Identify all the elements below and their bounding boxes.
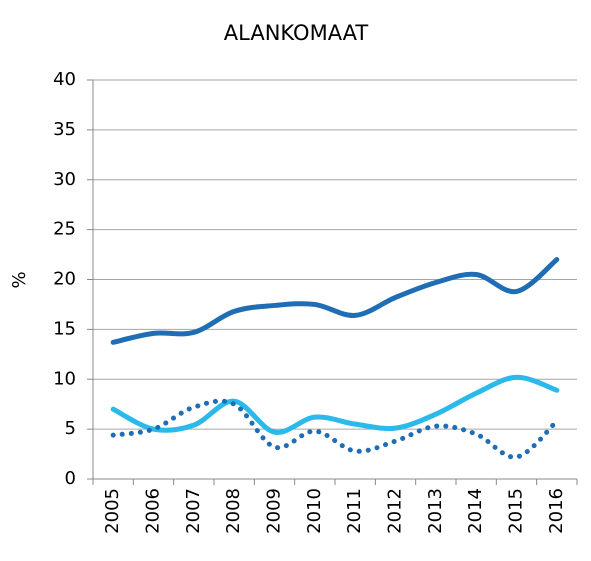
- y-tick-label: 30: [53, 169, 76, 190]
- x-tick-label: 2008: [223, 488, 244, 534]
- y-tick-label: 10: [53, 368, 76, 389]
- y-tick-label: 40: [53, 69, 76, 90]
- y-tick-label: 5: [65, 418, 76, 439]
- x-tick-label: 2013: [425, 488, 446, 534]
- x-tick-label: 2007: [183, 488, 204, 534]
- x-tick-label: 2005: [102, 488, 123, 534]
- y-tick-label: 35: [53, 119, 76, 140]
- series-line: [110, 374, 560, 435]
- x-tick-label: 2014: [465, 488, 486, 534]
- chart-title: ALANKOMAAT: [224, 21, 369, 45]
- series-line: [110, 398, 560, 460]
- y-tick-label: 25: [53, 219, 76, 240]
- x-tick-label: 2016: [546, 488, 567, 534]
- y-tick-label: 15: [53, 318, 76, 339]
- x-tick-label: 2010: [304, 488, 325, 534]
- y-tick-label: 0: [65, 468, 76, 489]
- x-tick-label: 2006: [143, 488, 164, 534]
- series-line: [110, 257, 560, 345]
- y-tick-label: 20: [53, 269, 76, 290]
- x-tick-label: 2011: [344, 488, 365, 534]
- x-tick-label: 2015: [506, 488, 527, 534]
- x-tick-label: 2012: [385, 488, 406, 534]
- y-axis-label: %: [9, 271, 30, 288]
- x-tick-label: 2009: [264, 488, 285, 534]
